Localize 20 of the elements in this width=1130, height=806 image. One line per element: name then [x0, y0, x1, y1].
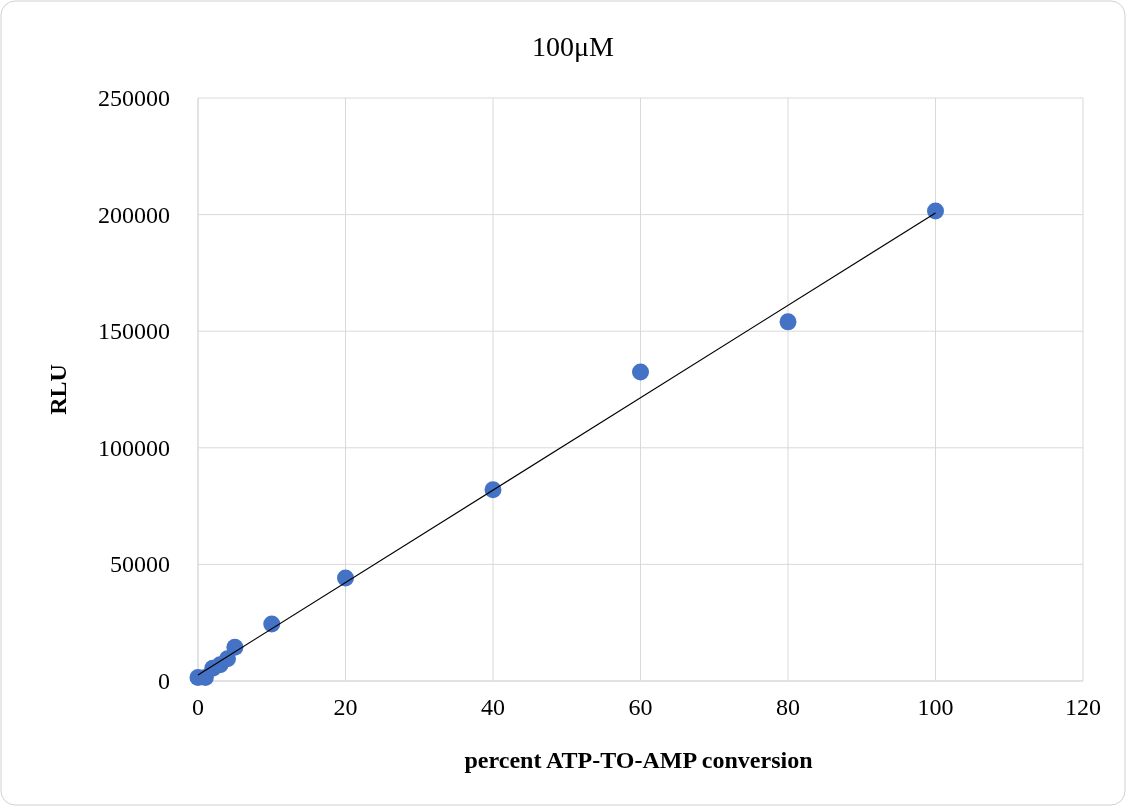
point [779, 313, 797, 331]
x-tick-label: 80 [776, 694, 800, 720]
x-tick-label: 40 [481, 694, 505, 720]
x-tick-label: 100 [917, 694, 954, 720]
y-tick-label: 50000 [110, 551, 170, 578]
point [632, 363, 649, 381]
point [337, 569, 354, 587]
x-axis-title: percent ATP-TO-AMP conversion [464, 747, 813, 773]
x-tick-label: 0 [192, 694, 204, 720]
chart-title: 100μM [532, 31, 615, 62]
y-tick-label: 250000 [98, 85, 170, 111]
x-tick-label: 120 [1065, 694, 1101, 720]
y-tick-label: 100000 [98, 434, 170, 461]
y-axis-title: RLU [45, 364, 71, 415]
x-tick-label: 60 [628, 694, 653, 720]
y-tick-label: 150000 [98, 318, 170, 345]
x-tick-label: 20 [333, 694, 358, 720]
y-tick-label: 200000 [98, 201, 170, 228]
point [927, 202, 944, 220]
y-tick-label: 0 [158, 668, 170, 694]
